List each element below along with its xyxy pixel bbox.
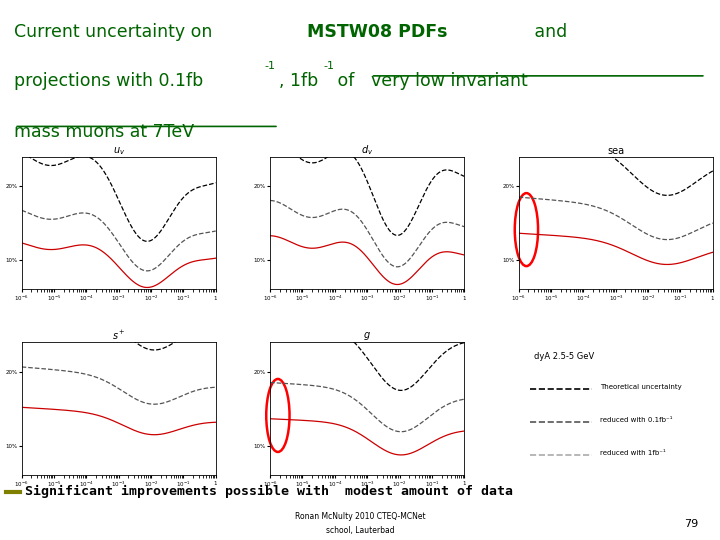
Title: $d_v$: $d_v$ — [361, 143, 374, 157]
Text: reduced with 1fb⁻¹: reduced with 1fb⁻¹ — [600, 450, 666, 456]
Title: sea: sea — [607, 146, 624, 156]
Text: mass muons at 7TeV: mass muons at 7TeV — [14, 123, 194, 141]
Text: , 1fb: , 1fb — [279, 72, 318, 90]
Text: -1: -1 — [265, 61, 276, 71]
Text: Ronan McNulty 2010 CTEQ-MCNet: Ronan McNulty 2010 CTEQ-MCNet — [294, 512, 426, 521]
Text: and: and — [529, 23, 567, 41]
Title: $g$: $g$ — [364, 330, 371, 342]
Text: Significant improvements possible with  modest amount of data: Significant improvements possible with m… — [25, 485, 513, 498]
Title: $s^+$: $s^+$ — [112, 328, 125, 342]
Text: of: of — [332, 72, 360, 90]
Text: school, Lauterbad: school, Lauterbad — [325, 526, 395, 536]
Text: 79: 79 — [684, 519, 698, 529]
Text: MSTW08 PDFs: MSTW08 PDFs — [307, 23, 448, 41]
Text: reduced with 0.1fb⁻¹: reduced with 0.1fb⁻¹ — [600, 417, 672, 423]
Text: dyA 2.5-5 GeV: dyA 2.5-5 GeV — [534, 352, 595, 361]
Text: very low invariant: very low invariant — [371, 72, 527, 90]
Title: $u_v$: $u_v$ — [112, 145, 125, 157]
Text: Current uncertainty on: Current uncertainty on — [14, 23, 218, 41]
Text: Theoretical uncertainty: Theoretical uncertainty — [600, 383, 682, 389]
Text: projections with 0.1fb: projections with 0.1fb — [14, 72, 204, 90]
Text: -1: -1 — [323, 61, 334, 71]
